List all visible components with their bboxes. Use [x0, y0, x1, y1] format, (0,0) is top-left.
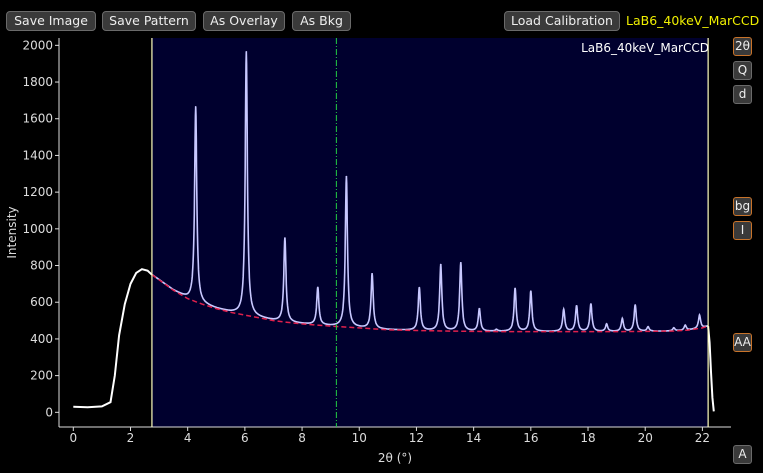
peak-point: [575, 305, 578, 307]
peak-point: [245, 50, 248, 53]
peak-point: [621, 317, 624, 320]
peak-point: [371, 272, 373, 275]
y-axis-label: Intensity: [5, 206, 19, 258]
x-tick-label: 2: [127, 431, 135, 445]
x-tick-label: 0: [69, 431, 77, 445]
y-tick-label: 400: [30, 332, 53, 346]
background-inspect-button[interactable]: I: [733, 221, 752, 240]
as-bkg-button[interactable]: As Bkg: [292, 11, 351, 31]
peak-point: [284, 237, 286, 239]
q-unit-button[interactable]: Q: [733, 61, 752, 80]
peak-point: [459, 261, 462, 264]
x-tick-label: 4: [184, 431, 192, 445]
x-axis: 0 2 4 6 8 10 12 14 16 18 20 22: [59, 426, 731, 445]
x-tick-label: 16: [523, 431, 538, 445]
background-toggle-button[interactable]: bg: [733, 197, 752, 216]
calibration-name-label: LaB6_40keV_MarCCD: [626, 13, 760, 28]
y-tick-label: 0: [45, 405, 53, 419]
peak-point: [418, 286, 421, 289]
y-tick-label: 600: [30, 295, 53, 309]
peak-point: [345, 175, 348, 178]
y-tick-label: 1000: [22, 222, 53, 236]
y-tick-label: 1600: [22, 112, 53, 126]
peak-point: [530, 290, 532, 293]
peak-point: [634, 304, 637, 306]
as-overlay-button[interactable]: As Overlay: [203, 11, 285, 31]
peak-point: [562, 308, 565, 311]
y-tick-label: 1200: [22, 185, 53, 199]
pattern-inside-roi: [151, 51, 709, 332]
two-theta-unit-button[interactable]: 2θ: [733, 37, 752, 56]
y-tick-label: 800: [30, 259, 53, 273]
x-axis-label: 2θ (°): [378, 451, 412, 465]
save-pattern-button[interactable]: Save Pattern: [102, 11, 196, 31]
peak-point: [194, 106, 197, 108]
background-curve: [151, 274, 709, 333]
peak-point: [478, 307, 481, 310]
x-tick-label: 18: [580, 431, 595, 445]
pattern-outside-roi-left: [73, 268, 153, 409]
peak-point: [698, 314, 701, 316]
peak-point: [316, 286, 319, 289]
x-tick-label: 22: [695, 431, 710, 445]
x-tick-label: 10: [352, 431, 367, 445]
peak-point: [590, 303, 592, 305]
peak-point: [673, 327, 675, 329]
peak-point: [684, 324, 687, 326]
x-tick-label: 8: [298, 431, 306, 445]
peak-point: [495, 328, 498, 331]
roi-region[interactable]: [151, 38, 709, 427]
d-unit-button[interactable]: d: [733, 85, 752, 104]
y-axis: 0 200 400 600 800 1000 1200 1400 1600 1800 2000: [22, 38, 60, 427]
antialias-toggle-button[interactable]: AA: [733, 333, 752, 352]
pattern-curves: [73, 50, 715, 412]
peak-point: [647, 326, 649, 328]
save-image-button[interactable]: Save Image: [6, 11, 96, 31]
peak-point: [605, 323, 608, 326]
x-tick-label: 20: [638, 431, 653, 445]
x-tick-label: 14: [466, 431, 481, 445]
autoscale-button[interactable]: A: [733, 445, 752, 464]
y-tick-label: 1400: [22, 148, 53, 162]
x-tick-label: 6: [241, 431, 249, 445]
peak-point: [514, 287, 516, 290]
peak-point: [439, 263, 442, 266]
pattern-outside-roi-right: [707, 326, 715, 412]
x-tick-label: 12: [409, 431, 424, 445]
y-tick-label: 200: [30, 369, 53, 383]
y-tick-label: 1800: [22, 75, 53, 89]
load-calibration-button[interactable]: Load Calibration: [504, 11, 620, 31]
chart-title: LaB6_40keV_MarCCD: [581, 41, 709, 55]
y-tick-label: 2000: [22, 38, 53, 52]
